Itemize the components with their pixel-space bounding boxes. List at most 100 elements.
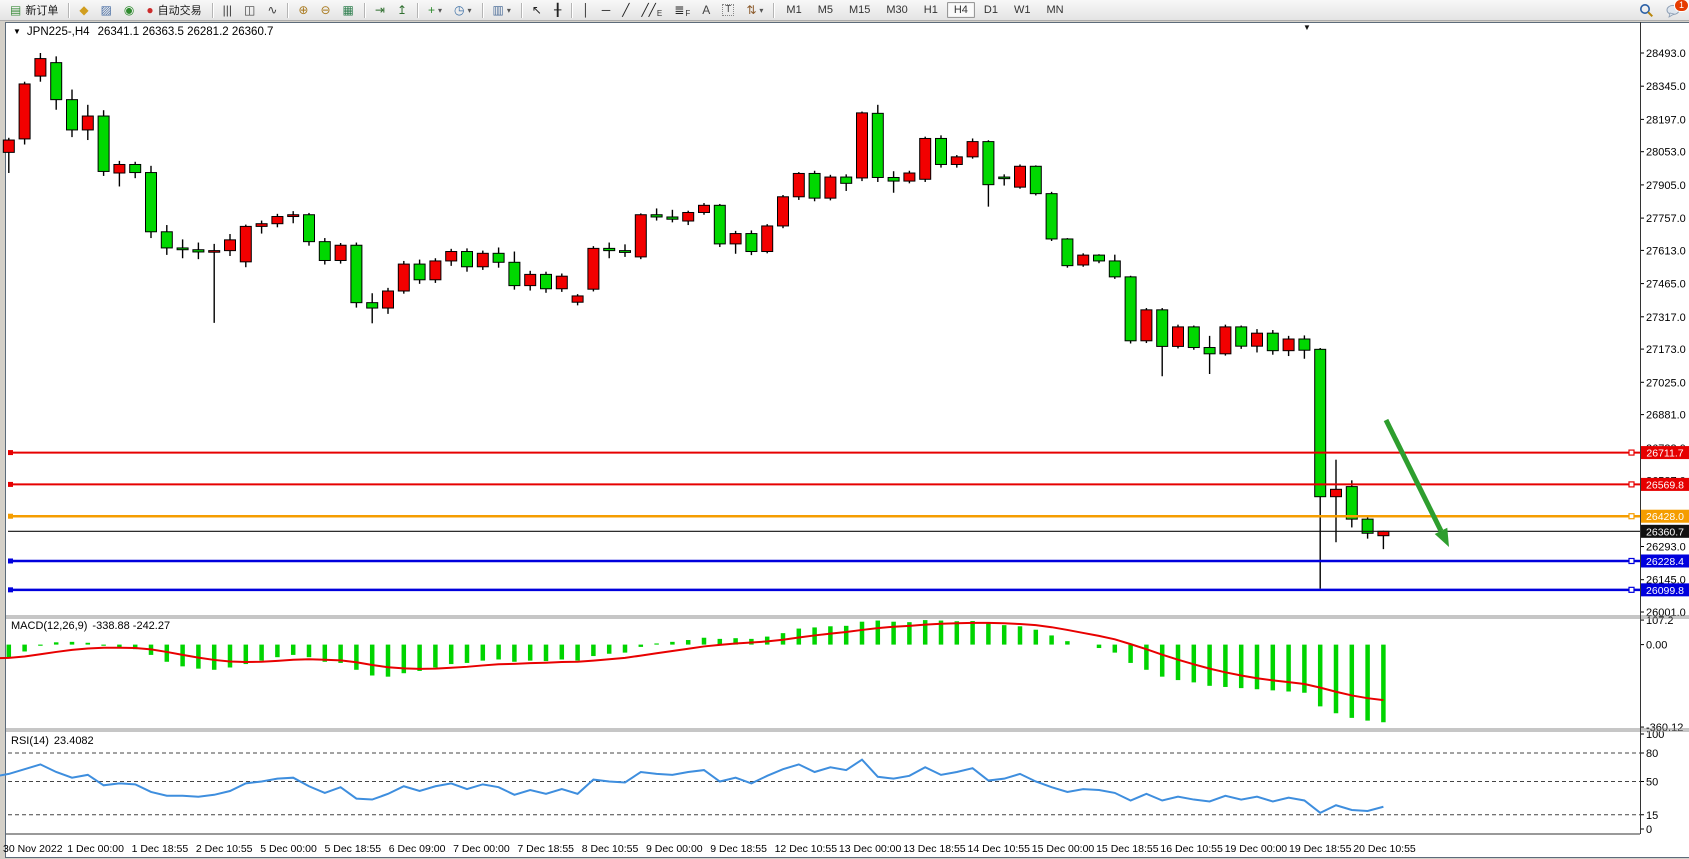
candle-up — [1077, 254, 1090, 266]
candle-down — [1045, 193, 1058, 240]
timeframe-h1[interactable]: H1 — [917, 2, 945, 18]
hline-26360.7[interactable]: 26360.7 — [8, 524, 1689, 539]
arrows-icon: ⇅ — [746, 3, 757, 17]
indicators-button[interactable]: + ▾ — [423, 1, 447, 19]
svg-text:0.00: 0.00 — [1646, 640, 1667, 652]
auto-scroll-button[interactable]: ⇥ — [370, 1, 390, 19]
hline-26428.0[interactable]: 26428.0 — [8, 509, 1689, 523]
chart-shift-button[interactable]: ↥ — [392, 1, 412, 19]
timeframe-d1[interactable]: D1 — [977, 2, 1005, 18]
timeframe-w1[interactable]: W1 — [1007, 2, 1038, 18]
hline-right-handle — [1628, 481, 1635, 488]
fibonacci-button[interactable]: ≣ F — [669, 1, 695, 19]
market-watch-icon: ◆ — [79, 3, 89, 17]
candle-up — [1014, 165, 1026, 188]
chart-symbol-period: JPN225-,H4 — [26, 26, 90, 38]
chart-bars-button[interactable]: ||| — [218, 1, 237, 19]
timeframe-m15[interactable]: M15 — [842, 2, 877, 18]
time-label: 6 Dec 09:00 — [389, 843, 446, 855]
candle-up — [239, 225, 252, 263]
hline-26099.8[interactable]: 26099.8 — [8, 583, 1689, 597]
annotation-arrow[interactable] — [1383, 418, 1449, 547]
new-order-button[interactable]: ▤ 新订单 — [5, 1, 63, 19]
templates-icon: ▥ — [492, 3, 504, 17]
arrows-caret-icon: ▾ — [759, 5, 764, 15]
horizontal-line-button[interactable]: ─ — [597, 1, 616, 19]
navigator-icon: ◉ — [123, 3, 135, 17]
crosshair-button[interactable]: ╂ — [549, 1, 566, 19]
time-label: 9 Dec 00:00 — [646, 843, 703, 855]
timeframe-m30[interactable]: M30 — [879, 2, 914, 18]
navigator-button[interactable]: ◉ — [119, 1, 139, 19]
zoom-out-icon: ⊖ — [320, 3, 331, 17]
rsi-line — [0, 758, 1384, 815]
candle-up — [555, 275, 568, 290]
trendline-button[interactable]: ╱ — [617, 1, 634, 19]
data-window-button[interactable]: ▨ — [96, 1, 117, 19]
time-label: 16 Dec 10:55 — [1160, 843, 1223, 855]
candle-up — [18, 83, 31, 140]
toolbar-buttons: ▤ 新订单 ◆ ▨ ◉ ● 自动交易 ||| ◫ ∿ ⊕ ⊖ ▦ ⇥ ↥ + ▾ ◷ ▾ ▥ ▾ ↖ ╂ │ ─ ╱ ╱╱ E ≣ F A T… — [4, 1, 778, 19]
arrows-button[interactable]: ⇅ ▾ — [741, 1, 768, 19]
hline-26228.4[interactable]: 26228.4 — [8, 554, 1689, 568]
chart-menu-arrow-icon[interactable]: ▼ — [1303, 23, 1311, 32]
candle-down — [1203, 347, 1216, 355]
equidistant-channel-button[interactable]: ╱╱ E — [636, 1, 667, 19]
candle-up — [382, 290, 394, 309]
chart-candles-button[interactable]: ◫ — [239, 1, 260, 19]
toolbar-separator — [571, 2, 573, 18]
candle-up — [571, 295, 584, 303]
vertical-line-icon: │ — [582, 3, 590, 17]
market-watch-button[interactable]: ◆ — [74, 1, 93, 19]
auto-trading-button[interactable]: ● 自动交易 — [141, 1, 206, 19]
candle-up — [255, 223, 268, 227]
text-label-button[interactable]: T — [717, 1, 739, 19]
timeframe-m1[interactable]: M1 — [779, 2, 808, 18]
toolbar-separator — [211, 2, 213, 18]
candle-down — [413, 263, 426, 281]
candle-down — [461, 251, 473, 268]
svg-text:15: 15 — [1646, 810, 1658, 822]
templates-button[interactable]: ▥ ▾ — [488, 1, 516, 19]
toolbar-separator — [68, 2, 70, 18]
tile-windows-button[interactable]: ▦ — [338, 1, 359, 19]
timeframe-m5[interactable]: M5 — [811, 2, 840, 18]
svg-text:50: 50 — [1646, 777, 1658, 789]
svg-text:27173.0: 27173.0 — [1646, 344, 1686, 356]
chat-button[interactable]: 1 — [1665, 0, 1689, 19]
candle-down — [160, 231, 173, 249]
candle-up — [682, 211, 695, 222]
candle-up — [792, 172, 805, 198]
toolbar-separator — [363, 2, 365, 18]
candles — [2, 52, 1390, 589]
toolbar-separator — [773, 2, 775, 18]
timeframe-h4[interactable]: H4 — [946, 2, 975, 18]
hline-26711.7[interactable]: 26711.7 — [8, 446, 1689, 460]
candle-up — [1140, 309, 1153, 342]
periods-button[interactable]: ◷ ▾ — [449, 1, 477, 19]
svg-text:27025.0: 27025.0 — [1646, 377, 1686, 389]
chart-line-button[interactable]: ∿ — [262, 1, 282, 19]
time-label: 20 Dec 10:55 — [1353, 843, 1416, 855]
candle-down — [713, 204, 726, 245]
timeframe-mn[interactable]: MN — [1039, 2, 1070, 18]
cursor-button[interactable]: ↖ — [527, 1, 547, 19]
zoom-out-button[interactable]: ⊖ — [315, 1, 335, 19]
candle-up — [856, 112, 868, 179]
search-button[interactable] — [1637, 2, 1655, 19]
candle-down — [492, 252, 505, 263]
time-label: 13 Dec 18:55 — [903, 843, 966, 855]
candle-up — [429, 260, 442, 281]
symbol-dropdown-icon[interactable]: ▼ — [13, 27, 21, 36]
vertical-line-button[interactable]: │ — [577, 1, 595, 19]
zoom-in-button[interactable]: ⊕ — [293, 1, 313, 19]
macd-signal-line — [0, 621, 1384, 702]
hline-26569.8[interactable]: 26569.8 — [8, 477, 1689, 492]
macd-values: -338.88 -242.27 — [92, 620, 171, 632]
price-tag — [1641, 509, 1689, 523]
candle-down — [50, 62, 63, 101]
candle-up — [113, 163, 126, 174]
text-button[interactable]: A — [697, 1, 715, 19]
candle-up — [2, 139, 15, 153]
candle-up — [208, 250, 221, 253]
